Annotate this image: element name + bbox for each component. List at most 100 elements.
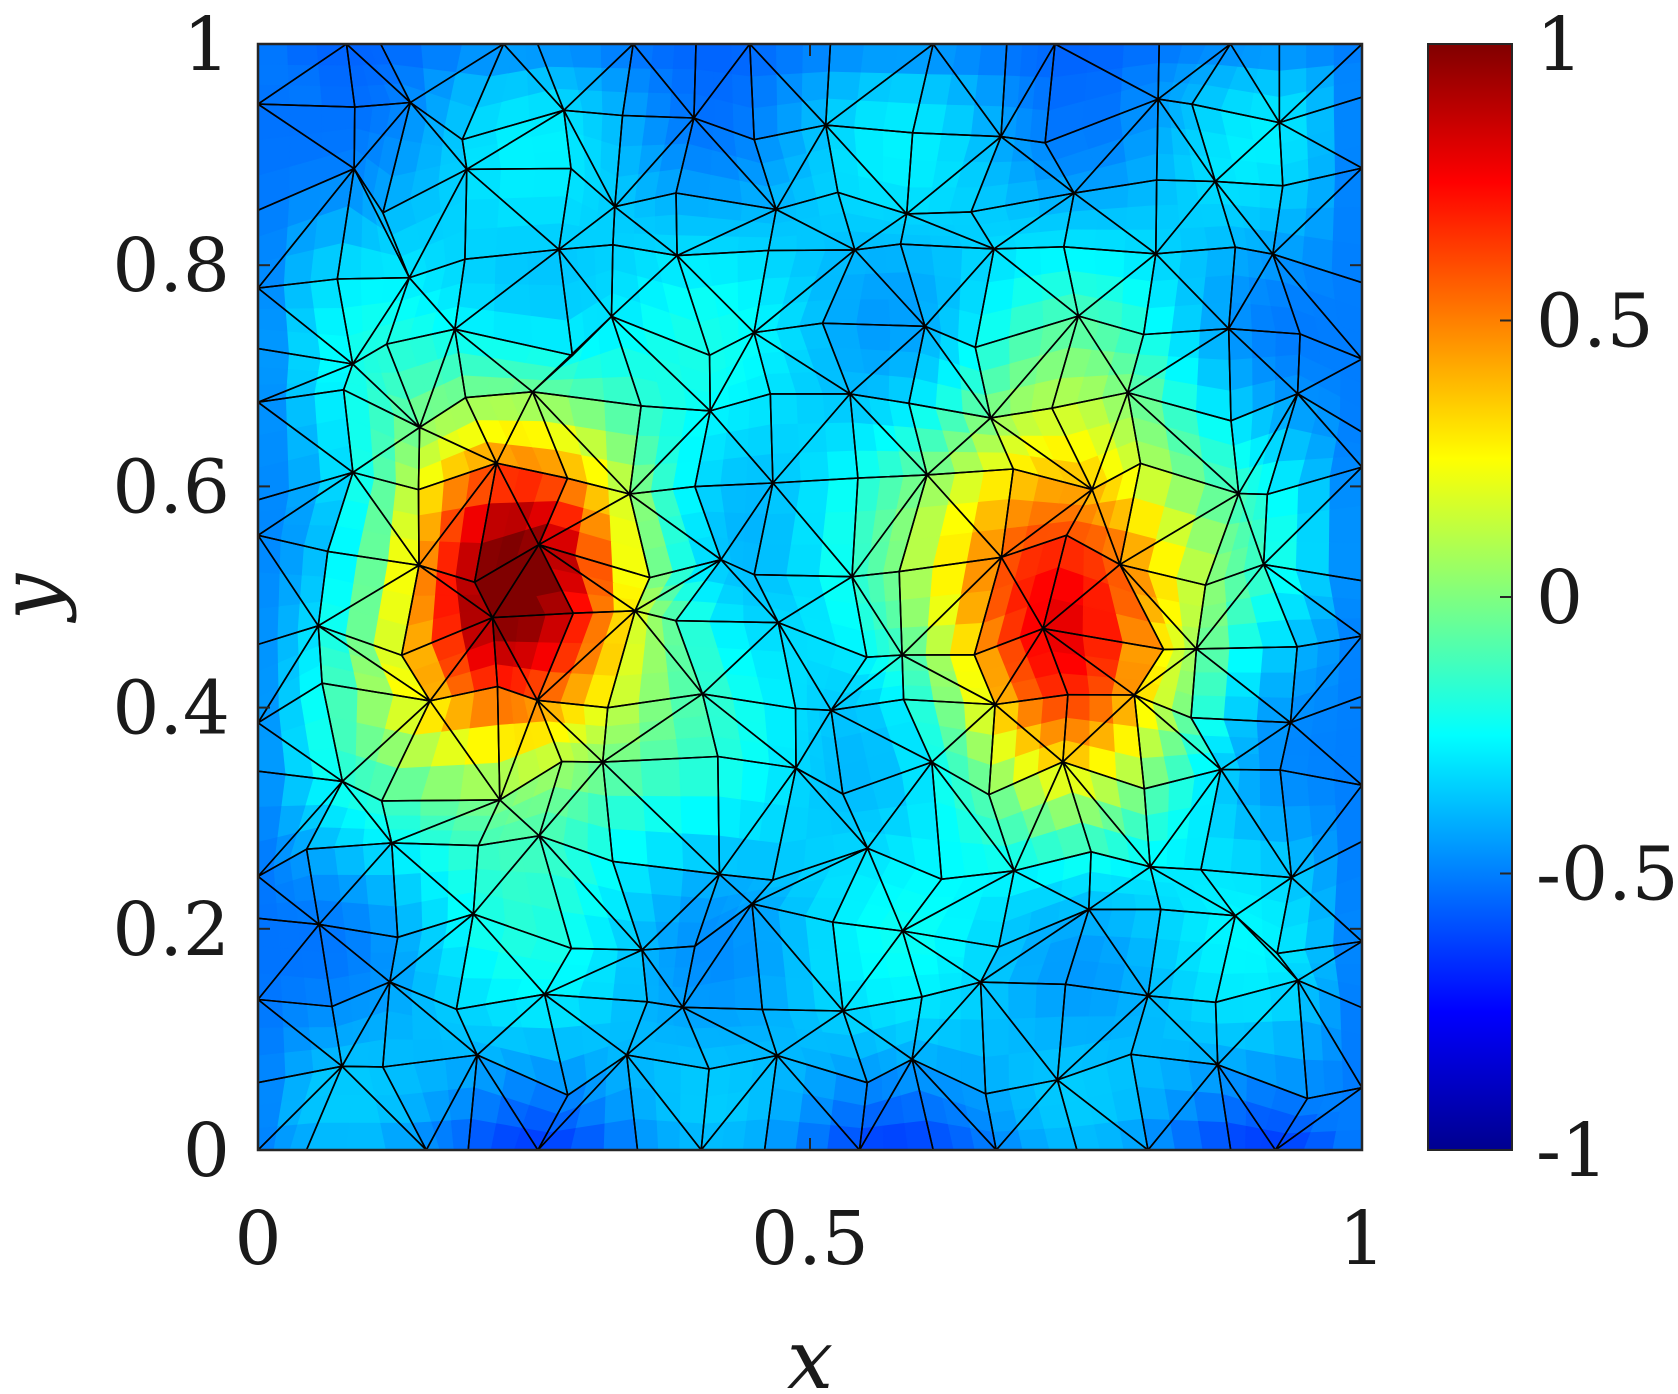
field-cell [1341, 1028, 1362, 1062]
field-cell [289, 104, 324, 137]
field-cell [318, 64, 353, 87]
field-cell [1278, 66, 1308, 98]
field-cell [931, 245, 964, 279]
field-cell [706, 234, 741, 255]
field-cell [796, 232, 827, 251]
field-cell [469, 685, 499, 729]
field-cell [368, 44, 392, 65]
field-cell [420, 869, 450, 902]
field-cell [1335, 725, 1362, 757]
field-cell [600, 44, 634, 69]
field-cell [532, 167, 572, 198]
field-cell [972, 497, 1010, 533]
field-cell [885, 598, 902, 629]
field-cell [750, 73, 779, 109]
field-cell [795, 1120, 832, 1150]
field-cell [287, 63, 322, 87]
field-cell [1142, 304, 1177, 336]
field-cell [320, 84, 356, 108]
field-cell [258, 1026, 286, 1056]
field-cell [867, 572, 887, 603]
field-cell [1192, 671, 1229, 697]
field-cell [1179, 225, 1210, 253]
field-cell [1147, 838, 1169, 869]
field-cell [1256, 720, 1292, 740]
field-cell [614, 965, 647, 986]
field-cell [305, 846, 340, 875]
field-cell [1294, 642, 1320, 673]
field-cell [576, 245, 597, 281]
field-cell [1228, 356, 1254, 391]
mesh-triangle [1278, 44, 1362, 124]
field-cell [1223, 694, 1261, 722]
field-cell [703, 1092, 730, 1124]
field-cell [258, 917, 281, 949]
field-cell [647, 865, 685, 897]
field-cell [937, 1017, 962, 1052]
field-cell [353, 555, 390, 590]
field-cell [822, 510, 857, 545]
field-cell [642, 794, 684, 834]
field-cell [640, 757, 682, 797]
field-cell [288, 84, 324, 107]
field-cell [1111, 694, 1139, 727]
field-cell [493, 639, 518, 667]
field-cell [882, 570, 901, 602]
field-cell [1111, 891, 1138, 911]
field-cell [721, 1119, 748, 1150]
field-cell [1320, 1023, 1344, 1062]
y-tick-label: 1 [183, 2, 230, 88]
field-cell [605, 429, 638, 466]
field-cell [258, 365, 290, 385]
x-axis-label: x [787, 1313, 833, 1394]
field-cell [1096, 206, 1129, 230]
field-cell [1171, 302, 1204, 334]
field-cell [655, 1089, 682, 1123]
field-cell [621, 91, 650, 117]
field-cell [601, 113, 624, 147]
field-cell [529, 194, 568, 226]
field-cell [286, 44, 320, 66]
field-cell [901, 223, 932, 236]
field-cell [1339, 997, 1362, 1036]
field-cell [645, 91, 673, 118]
field-cell [420, 814, 458, 831]
field-cell [854, 449, 882, 479]
field-cell [679, 1092, 708, 1124]
field-cell [1008, 1050, 1036, 1090]
field-cell [464, 226, 499, 260]
field-cell [1336, 418, 1362, 445]
field-cell [1223, 718, 1259, 738]
field-cell [1333, 44, 1362, 66]
field-cell [1328, 541, 1362, 582]
field-cell [737, 235, 772, 253]
field-cell [882, 669, 904, 689]
field-cell [566, 788, 590, 824]
field-cell [1059, 1015, 1090, 1049]
field-cell [680, 794, 720, 836]
field-cell [1283, 804, 1314, 843]
field-cell [460, 255, 497, 284]
field-cell [447, 1086, 475, 1121]
field-cell [1125, 936, 1158, 968]
field-cell [1008, 982, 1038, 1019]
field-cell [285, 393, 318, 430]
field-cell [802, 44, 832, 74]
field-cell [734, 973, 763, 1011]
field-cell [883, 155, 912, 188]
field-cell [1122, 44, 1160, 68]
field-cell [1237, 182, 1261, 208]
field-cell [1333, 61, 1362, 86]
field-cell [763, 1117, 801, 1150]
field-cell [672, 44, 697, 70]
field-cell [1257, 736, 1288, 755]
field-cell [781, 942, 814, 980]
field-cell [828, 44, 866, 73]
field-cell [384, 814, 422, 831]
field-cell [258, 63, 290, 86]
field-cell [988, 1108, 1020, 1132]
field-cell [1039, 228, 1069, 249]
field-cell [770, 422, 801, 454]
field-cell [1168, 330, 1202, 359]
